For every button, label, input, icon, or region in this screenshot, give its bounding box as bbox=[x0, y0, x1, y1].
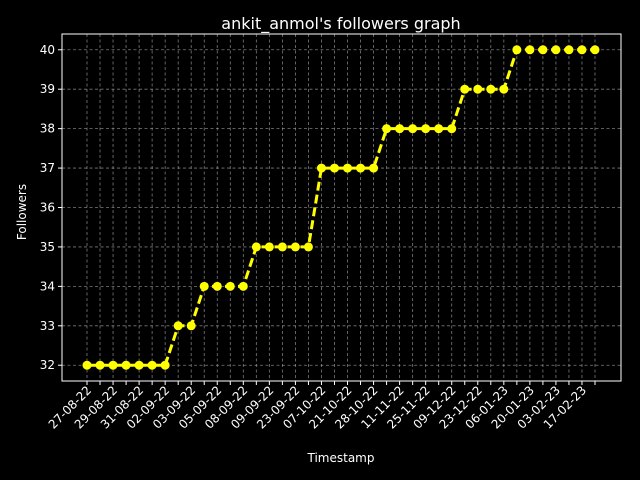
y-tick-label: 39 bbox=[40, 82, 55, 96]
data-point bbox=[408, 124, 418, 134]
series-line-path bbox=[87, 48, 595, 367]
y-tick-label: 35 bbox=[40, 240, 55, 254]
data-point bbox=[173, 321, 183, 331]
data-point bbox=[290, 242, 300, 252]
data-point bbox=[590, 45, 600, 55]
data-point bbox=[486, 84, 496, 94]
data-point bbox=[121, 360, 131, 370]
data-point bbox=[303, 242, 313, 252]
data-point bbox=[212, 281, 222, 291]
data-point bbox=[251, 242, 261, 252]
y-axis: 32 33 34 35 36 37 38 39 40 bbox=[40, 43, 62, 372]
data-point bbox=[473, 84, 483, 94]
data-point bbox=[160, 360, 170, 370]
data-point bbox=[225, 281, 235, 291]
data-point bbox=[499, 84, 509, 94]
y-axis-title: Followers bbox=[15, 184, 29, 240]
y-tick-label: 38 bbox=[40, 122, 55, 136]
data-point bbox=[447, 124, 457, 134]
data-point bbox=[186, 321, 196, 331]
data-point bbox=[577, 45, 587, 55]
data-point bbox=[343, 163, 353, 173]
y-tick-label: 33 bbox=[40, 319, 55, 333]
y-tick-label: 32 bbox=[40, 358, 55, 372]
series-markers bbox=[82, 45, 600, 370]
data-point bbox=[551, 45, 561, 55]
x-axis-title: Timestamp bbox=[307, 451, 375, 465]
data-point bbox=[434, 124, 444, 134]
data-point bbox=[538, 45, 548, 55]
data-point bbox=[356, 163, 366, 173]
y-tick-label: 40 bbox=[40, 43, 55, 57]
data-point bbox=[460, 84, 470, 94]
data-point bbox=[199, 281, 209, 291]
data-point bbox=[95, 360, 105, 370]
data-point bbox=[512, 45, 522, 55]
data-point bbox=[277, 242, 287, 252]
data-point bbox=[329, 163, 339, 173]
data-point bbox=[369, 163, 379, 173]
data-point bbox=[316, 163, 326, 173]
data-point bbox=[421, 124, 431, 134]
y-tick-label: 37 bbox=[40, 161, 55, 175]
data-point bbox=[134, 360, 144, 370]
chart-title: ankit_anmol's followers graph bbox=[221, 14, 460, 34]
data-point bbox=[238, 281, 248, 291]
data-point bbox=[82, 360, 92, 370]
y-tick-label: 34 bbox=[40, 279, 55, 293]
data-point bbox=[382, 124, 392, 134]
data-point bbox=[395, 124, 405, 134]
data-point bbox=[525, 45, 535, 55]
data-point bbox=[108, 360, 118, 370]
data-point bbox=[264, 242, 274, 252]
y-tick-label: 36 bbox=[40, 201, 55, 215]
series-line bbox=[87, 48, 595, 367]
data-point bbox=[147, 360, 157, 370]
data-point bbox=[564, 45, 574, 55]
